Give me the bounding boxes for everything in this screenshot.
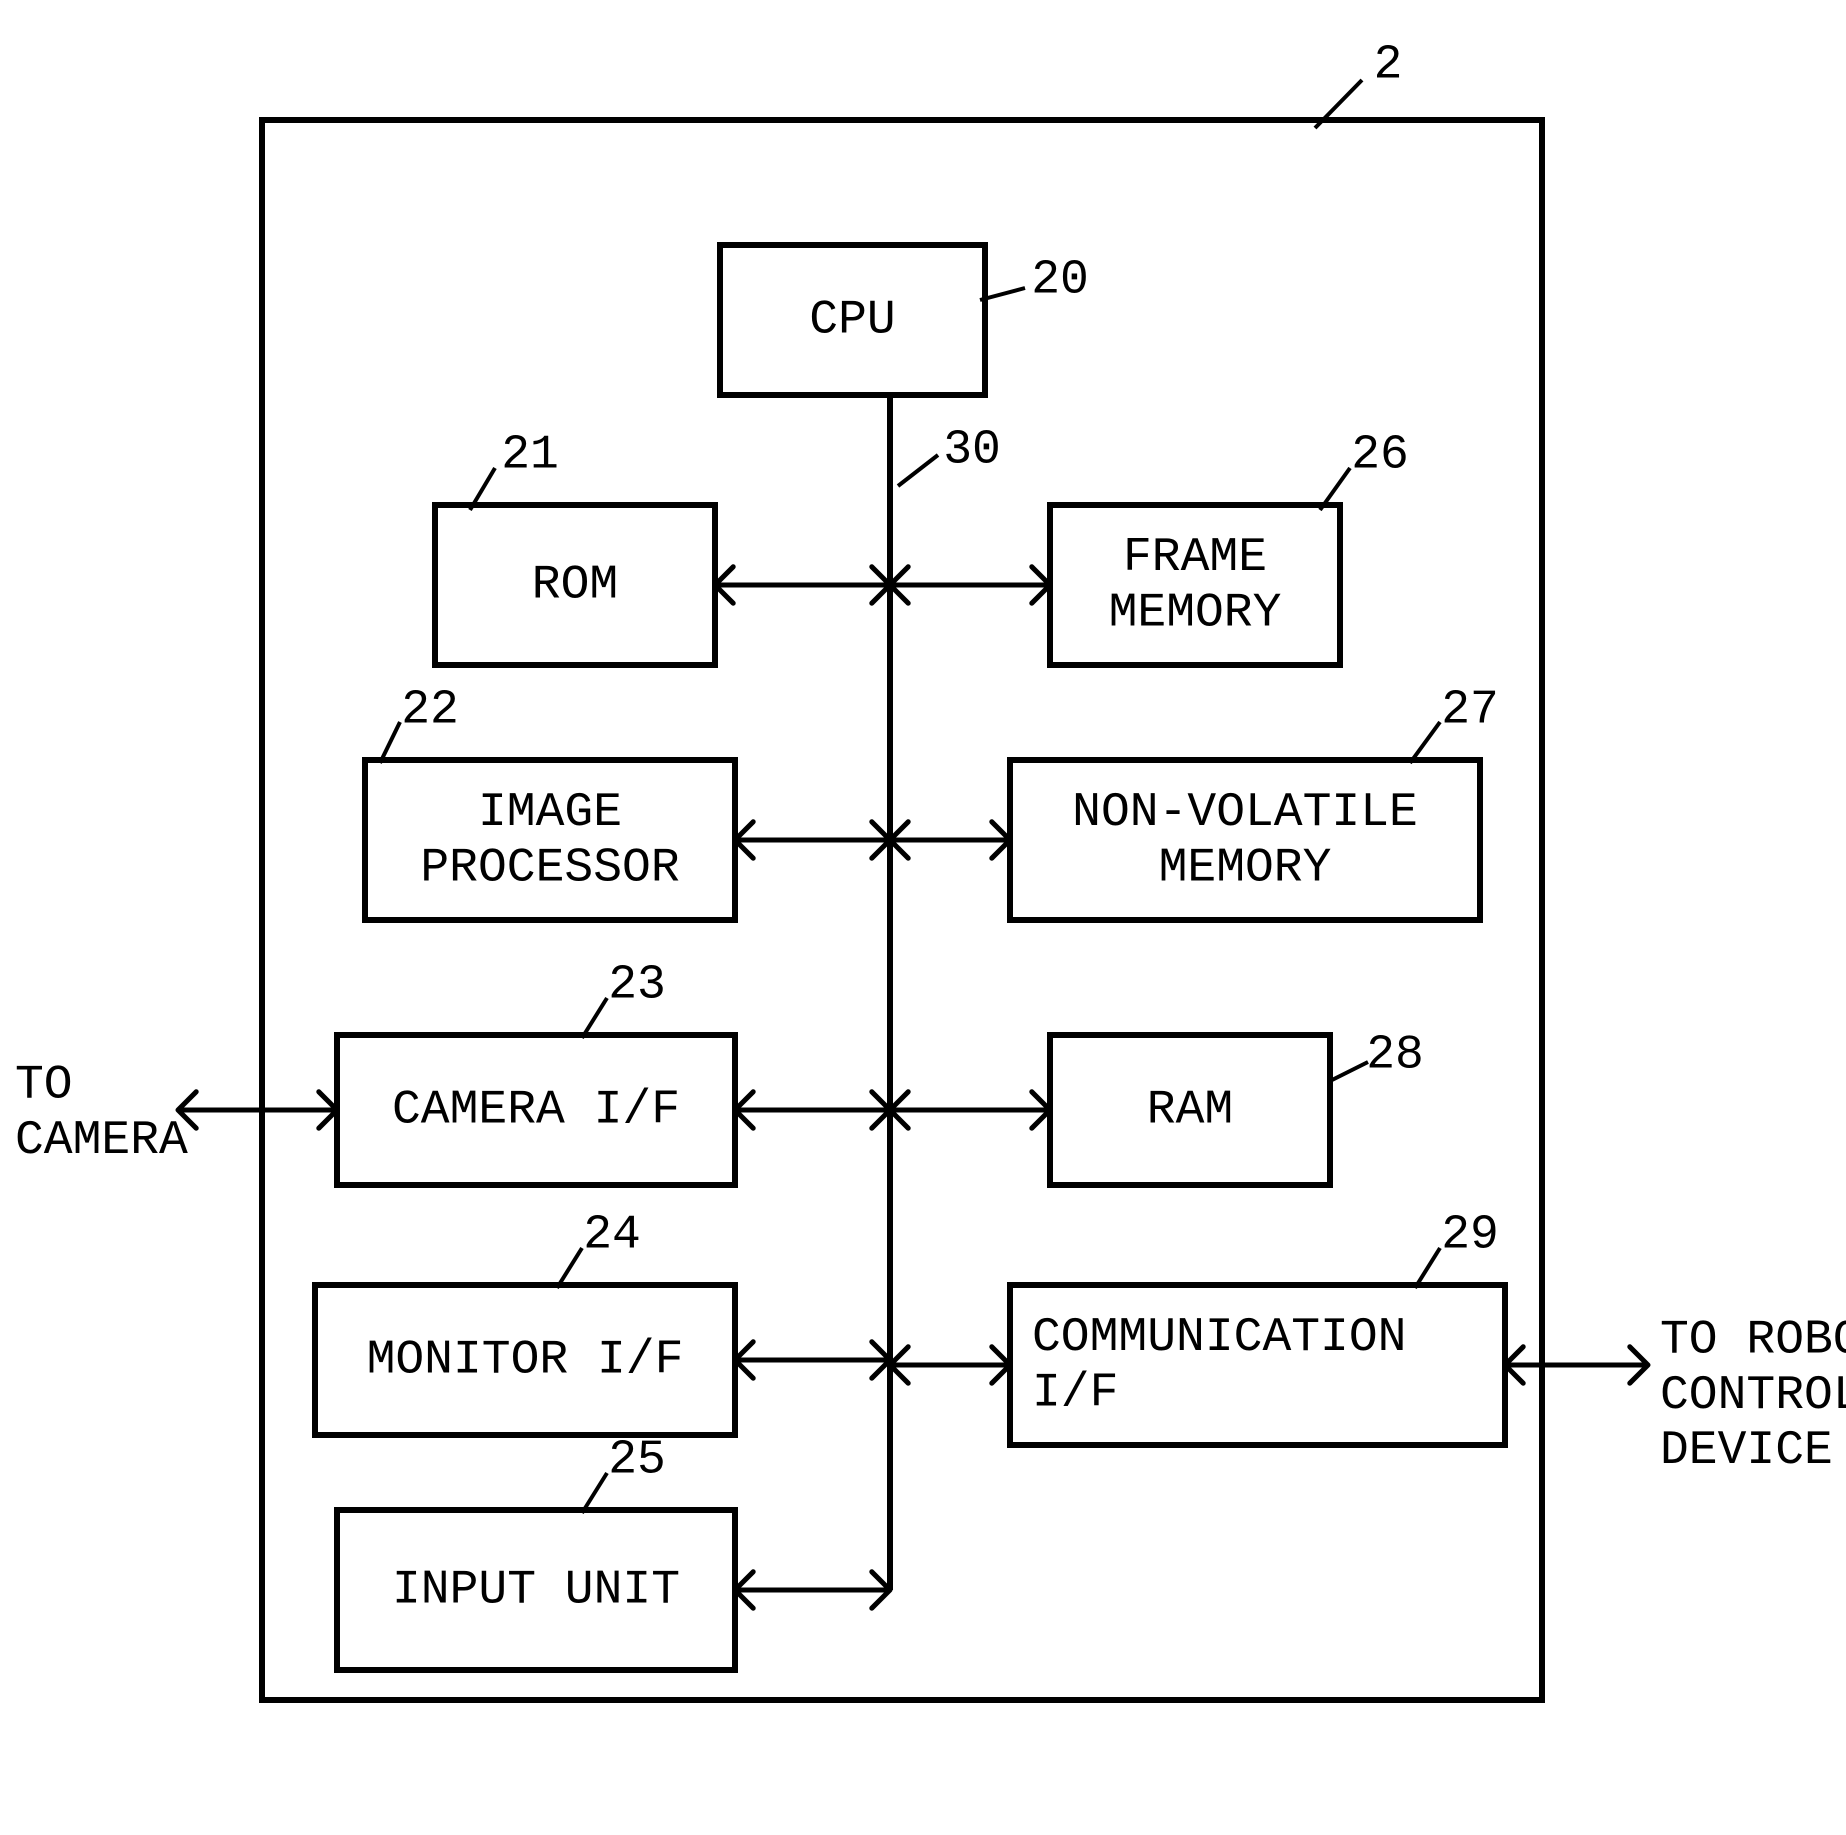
image_processor-label-line0: IMAGE	[478, 786, 622, 840]
ref-28: 28	[1366, 1029, 1424, 1083]
comm_if-label: I/F	[1032, 1366, 1118, 1420]
ref-20: 20	[1031, 254, 1089, 308]
ref-29: 29	[1441, 1209, 1499, 1263]
frame_memory-label-line1: MEMORY	[1109, 586, 1282, 640]
rom-label-line0: ROM	[532, 559, 618, 613]
ref-22: 22	[401, 684, 459, 738]
comm_if-label: COMMUNICATION	[1032, 1311, 1406, 1365]
ext-to-robot-l2: DEVICE	[1660, 1424, 1833, 1478]
ext-to-robot-l1: CONTROL	[1660, 1369, 1846, 1423]
ref-24: 24	[583, 1209, 641, 1263]
ext-to-robot-l0: TO ROBOT	[1660, 1314, 1846, 1368]
nv_memory-label-line1: MEMORY	[1159, 841, 1332, 895]
camera_if-label-line0: CAMERA I/F	[392, 1084, 680, 1138]
monitor_if-label-line0: MONITOR I/F	[367, 1334, 684, 1388]
cpu-label-line0: CPU	[809, 294, 895, 348]
ext-to-camera-l0: TO	[15, 1059, 73, 1113]
ref-25: 25	[608, 1434, 666, 1488]
ref-2: 2	[1374, 39, 1403, 93]
input_unit-label-line0: INPUT UNIT	[392, 1564, 680, 1618]
ext-to-camera-l1: CAMERA	[15, 1114, 188, 1168]
ref-30: 30	[943, 424, 1001, 478]
ref-27: 27	[1441, 684, 1499, 738]
block-diagram-svg: 230CPU20ROM21FRAMEMEMORY26IMAGEPROCESSOR…	[0, 0, 1846, 1835]
ref-23: 23	[608, 959, 666, 1013]
ram-label-line0: RAM	[1147, 1084, 1233, 1138]
ref-26: 26	[1351, 429, 1409, 483]
nv_memory-label-line0: NON-VOLATILE	[1072, 786, 1418, 840]
ref-21: 21	[501, 429, 559, 483]
frame_memory-label-line0: FRAME	[1123, 531, 1267, 585]
image_processor-label-line1: PROCESSOR	[420, 841, 679, 895]
